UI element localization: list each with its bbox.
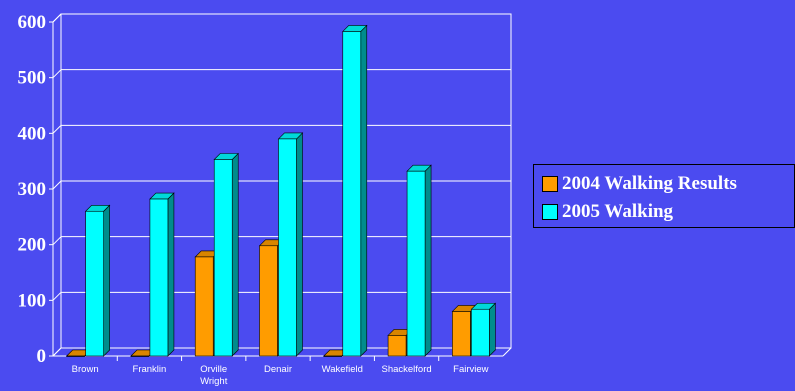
legend-swatch-2004 xyxy=(542,176,558,192)
x-tick-label: Orville xyxy=(200,364,227,375)
bar-front xyxy=(213,159,233,357)
gridline-side xyxy=(52,347,62,357)
bar xyxy=(470,302,497,357)
x-tick-label: Shackelford xyxy=(381,364,431,375)
bar-front xyxy=(471,308,490,357)
bar xyxy=(406,164,432,357)
bar xyxy=(213,152,239,357)
legend-swatch-2005 xyxy=(542,204,558,220)
legend: 2004 Walking Results 2005 Walking xyxy=(533,164,795,228)
bar-side xyxy=(489,302,496,357)
bar-front xyxy=(323,355,343,357)
x-tick-label: Brown xyxy=(72,364,99,375)
bar-front xyxy=(387,335,407,357)
bar-front xyxy=(85,210,104,357)
y-tick-label: 200 xyxy=(18,235,47,256)
y-tick-label: 100 xyxy=(18,290,47,311)
legend-item-2005: 2005 Walking xyxy=(542,201,673,223)
legend-label-2004: 2004 Walking Results xyxy=(562,173,737,194)
bar xyxy=(277,132,304,357)
gridline-side xyxy=(52,236,62,246)
x-tick-label: Franklin xyxy=(133,364,167,375)
x-tick-label: Wakefield xyxy=(322,364,363,375)
bar-side xyxy=(296,132,303,357)
gridline-side xyxy=(52,124,62,134)
bar xyxy=(149,192,175,357)
gridline-side xyxy=(52,13,62,23)
x-tick-label: Wright xyxy=(200,376,228,387)
legend-item-2004: 2004 Walking Results xyxy=(542,173,737,195)
bar-side xyxy=(360,24,368,357)
bar-front xyxy=(259,245,278,357)
bar-front xyxy=(130,355,150,357)
y-tick-label: 400 xyxy=(18,123,47,144)
bar-side xyxy=(424,164,432,357)
bar-side xyxy=(167,192,175,357)
bar-front xyxy=(194,256,214,357)
bar-front xyxy=(66,355,85,357)
bar-front xyxy=(278,138,297,357)
bar-side xyxy=(103,204,110,357)
floor-right-edge xyxy=(502,347,512,357)
gridline-side xyxy=(52,69,62,79)
bar xyxy=(84,204,111,357)
y-tick-label: 500 xyxy=(18,68,47,89)
y-axis: 0 100 200 300 400 500 600 xyxy=(18,12,53,367)
gridline-side xyxy=(52,180,62,190)
gridline-side xyxy=(52,291,62,301)
bars xyxy=(65,24,497,357)
legend-label-2005: 2005 Walking xyxy=(562,201,674,222)
x-tick-label: Denair xyxy=(264,364,292,375)
bar-front xyxy=(406,170,426,357)
bar-front xyxy=(342,31,362,357)
bar xyxy=(342,24,368,357)
bar-front xyxy=(149,198,169,357)
x-tick-label: Fairview xyxy=(453,364,489,375)
y-tick-label: 600 xyxy=(18,12,47,33)
bar-side xyxy=(231,152,239,357)
bar-front xyxy=(452,311,471,357)
y-tick-label: 0 xyxy=(37,346,47,367)
y-tick-label: 300 xyxy=(18,179,47,200)
